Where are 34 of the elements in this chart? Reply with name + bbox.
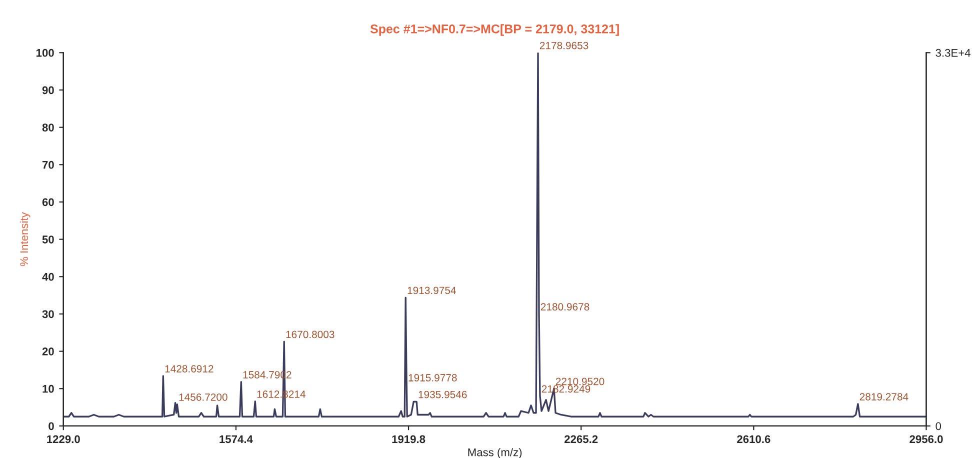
annotation: 2210.9520 xyxy=(556,378,604,386)
y-tick-label: 20 xyxy=(42,348,54,356)
annotation: 2819.2784 xyxy=(860,393,908,400)
x-axis-title: Mass (m/z) xyxy=(468,448,522,458)
x-tick-label: 2610.6 xyxy=(737,435,770,444)
chart-title: Spec #1=>NF0.7=>MC[BP = 2179.0, 33121] xyxy=(370,24,619,36)
x-tick-label: 2956.0 xyxy=(910,435,943,444)
annotation: 1913.9754 xyxy=(408,286,456,294)
y-tick-label: 10 xyxy=(42,384,54,393)
annotation: 2178.9653 xyxy=(540,42,588,50)
y-tick-label: 40 xyxy=(42,272,54,281)
annotation: 1456.7200 xyxy=(179,393,228,401)
y-tick-label: 0 xyxy=(48,422,54,430)
y-tick-label: 70 xyxy=(42,160,54,169)
annotation: 1935.9546 xyxy=(418,390,467,398)
annotation: 2180.9678 xyxy=(540,303,590,311)
x-tick-label: 1574.4 xyxy=(220,435,253,444)
annotation: 1670.8003 xyxy=(286,330,334,338)
y2-tick-label: 0 xyxy=(936,422,942,430)
y-tick-label: 100 xyxy=(36,48,54,57)
annotation: 1915.9778 xyxy=(408,374,457,382)
y-axis-title: % Intensity xyxy=(20,212,30,266)
y2-tick-label: 3.3E+4 xyxy=(936,48,970,57)
y-tick-label: 30 xyxy=(42,310,54,318)
y-tick-label: 90 xyxy=(42,86,54,94)
annotation: 2182.9249 xyxy=(542,385,590,393)
y-tick-label: 80 xyxy=(42,124,54,132)
line-series xyxy=(63,52,926,418)
x-tick-label: 2265.2 xyxy=(564,435,598,444)
y-tick-label: 50 xyxy=(42,236,54,244)
x-tick-label: 1229.0 xyxy=(47,435,80,444)
annotation: 1428.6912 xyxy=(165,365,214,372)
x-tick-label: 1919.8 xyxy=(392,435,426,444)
y-tick-label: 60 xyxy=(42,198,54,206)
